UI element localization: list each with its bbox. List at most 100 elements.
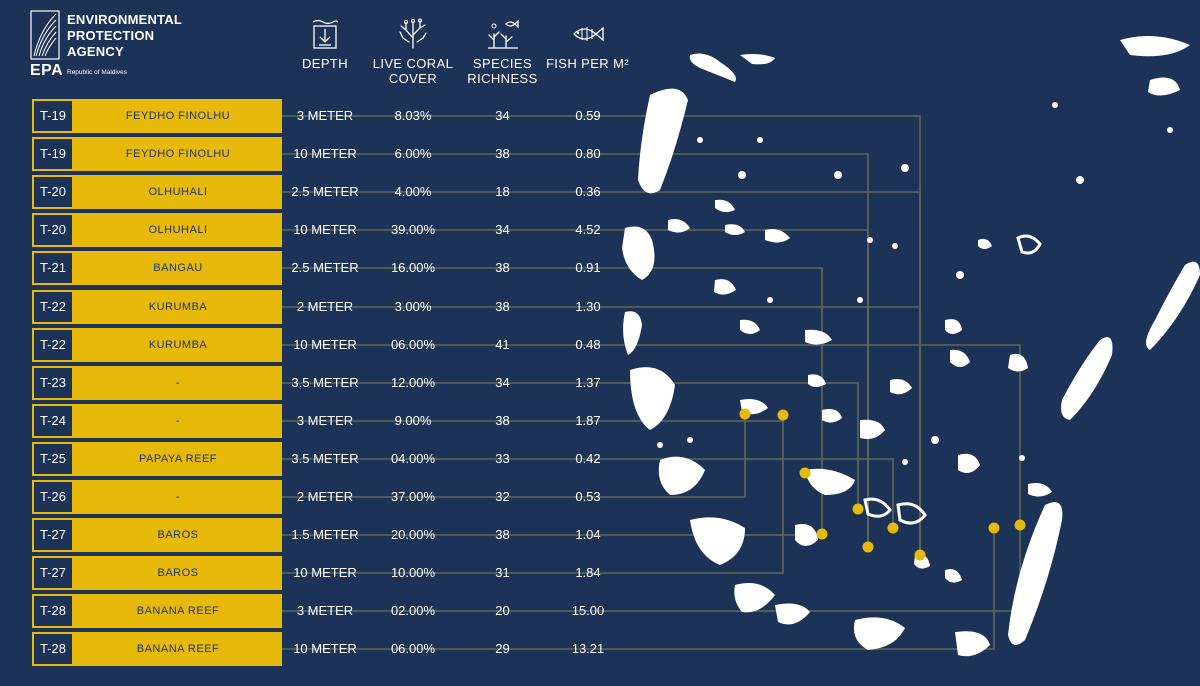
org-name-line3: AGENCY: [67, 44, 124, 59]
site-code: T-28: [32, 594, 74, 628]
site-coral-cover: 8.03%: [394, 108, 432, 123]
connector-line: [282, 458, 894, 528]
site-name: FEYDHO FINOLHU: [74, 137, 282, 171]
islet: [892, 243, 898, 249]
site-code: T-28: [32, 632, 74, 666]
site-depth: 3 METER: [296, 413, 354, 428]
site-marker: [988, 522, 1000, 534]
island: [853, 617, 905, 650]
site-species-richness: 29: [495, 641, 510, 656]
epa-emblem-icon: [30, 10, 60, 60]
site-depth: 3.5 METER: [291, 451, 359, 466]
islet: [1076, 176, 1084, 184]
column-coral-label-1: LIVE CORAL: [372, 56, 454, 71]
column-fish-per-m2: FISH PER M²: [545, 18, 630, 71]
island: [740, 319, 760, 334]
site-species-richness: 34: [495, 108, 510, 123]
site-name: PAPAYA REEF: [74, 442, 282, 476]
islet: [901, 164, 909, 172]
island: [822, 409, 842, 423]
connector-line: [282, 528, 995, 650]
islet: [1019, 455, 1025, 461]
site-depth: 10 METER: [293, 641, 357, 656]
site-fish-per-m2: 13.21: [571, 641, 605, 656]
site-fish-per-m2: 0.80: [575, 146, 601, 161]
island: [1008, 353, 1028, 372]
site-marker: [777, 409, 789, 421]
site-depth: 10 METER: [293, 146, 357, 161]
site-code: T-25: [32, 442, 74, 476]
island: [775, 603, 810, 625]
site-fish-per-m2: 1.04: [575, 527, 601, 542]
island: [630, 367, 675, 430]
site-depth: 2 METER: [296, 489, 354, 504]
site-fish-per-m2: 0.42: [575, 451, 601, 466]
site-fish-per-m2: 0.91: [575, 260, 601, 275]
depth-icon: [312, 19, 339, 49]
island: [978, 238, 992, 249]
site-coral-cover: 6.00%: [394, 146, 432, 161]
connector-line: [282, 414, 746, 498]
site-code: T-19: [32, 99, 74, 133]
island: [690, 517, 745, 565]
site-coral-cover: 39.00%: [390, 222, 436, 237]
site-fish-per-m2: 0.48: [575, 337, 601, 352]
column-live-coral: LIVE CORAL COVER: [368, 18, 458, 86]
site-name: -: [74, 366, 282, 400]
site-species-richness: 41: [495, 337, 510, 352]
site-species-richness: 20: [495, 603, 510, 618]
site-depth: 2 METER: [296, 299, 354, 314]
islet: [867, 237, 873, 243]
epa-logo: ENVIRONMENTAL PROTECTION AGENCY EPA Repu…: [30, 10, 250, 82]
site-fish-per-m2: 1.30: [575, 299, 601, 314]
island: [945, 319, 962, 334]
site-species-richness: 18: [495, 184, 510, 199]
column-richness-label-1: SPECIES: [472, 56, 533, 71]
island: [765, 229, 790, 243]
islet: [834, 171, 842, 179]
island: [808, 374, 826, 387]
site-name: OLHUHALI: [74, 175, 282, 209]
site-code: T-26: [32, 480, 74, 514]
site-code: T-19: [32, 137, 74, 171]
connector-line: [282, 229, 869, 547]
island: [950, 349, 970, 367]
island: [689, 53, 736, 82]
island: [805, 468, 855, 495]
site-code: T-22: [32, 290, 74, 324]
site-marker: [1014, 519, 1026, 531]
site-depth: 3 METER: [296, 108, 354, 123]
island: [1120, 36, 1190, 57]
site-species-richness: 33: [495, 451, 510, 466]
site-depth: 3 METER: [296, 603, 354, 618]
island: [1148, 77, 1180, 96]
site-code: T-27: [32, 556, 74, 590]
site-coral-cover: 37.00%: [390, 489, 436, 504]
site-species-richness: 32: [495, 489, 510, 504]
site-depth: 10 METER: [293, 565, 357, 580]
islet: [956, 271, 964, 279]
site-fish-per-m2: 0.53: [575, 489, 601, 504]
site-name: KURUMBA: [74, 328, 282, 362]
site-species-richness: 38: [495, 299, 510, 314]
site-depth: 2.5 METER: [291, 260, 359, 275]
islet: [767, 297, 773, 303]
site-depth: 2.5 METER: [291, 184, 359, 199]
site-fish-per-m2: 15.00: [571, 603, 605, 618]
site-depth: 1.5 METER: [291, 527, 359, 542]
site-fish-per-m2: 1.87: [575, 413, 601, 428]
site-coral-cover: 9.00%: [394, 413, 432, 428]
site-fish-per-m2: 0.36: [575, 184, 601, 199]
site-marker: [739, 408, 751, 420]
island: [955, 631, 990, 657]
site-fish-per-m2: 4.52: [575, 222, 601, 237]
site-code: T-20: [32, 175, 74, 209]
island: [725, 224, 745, 235]
site-species-richness: 34: [495, 222, 510, 237]
site-species-richness: 38: [495, 260, 510, 275]
site-marker: [914, 549, 926, 561]
islet: [857, 297, 863, 303]
island: [658, 456, 705, 495]
org-abbreviation: EPA: [30, 62, 64, 79]
